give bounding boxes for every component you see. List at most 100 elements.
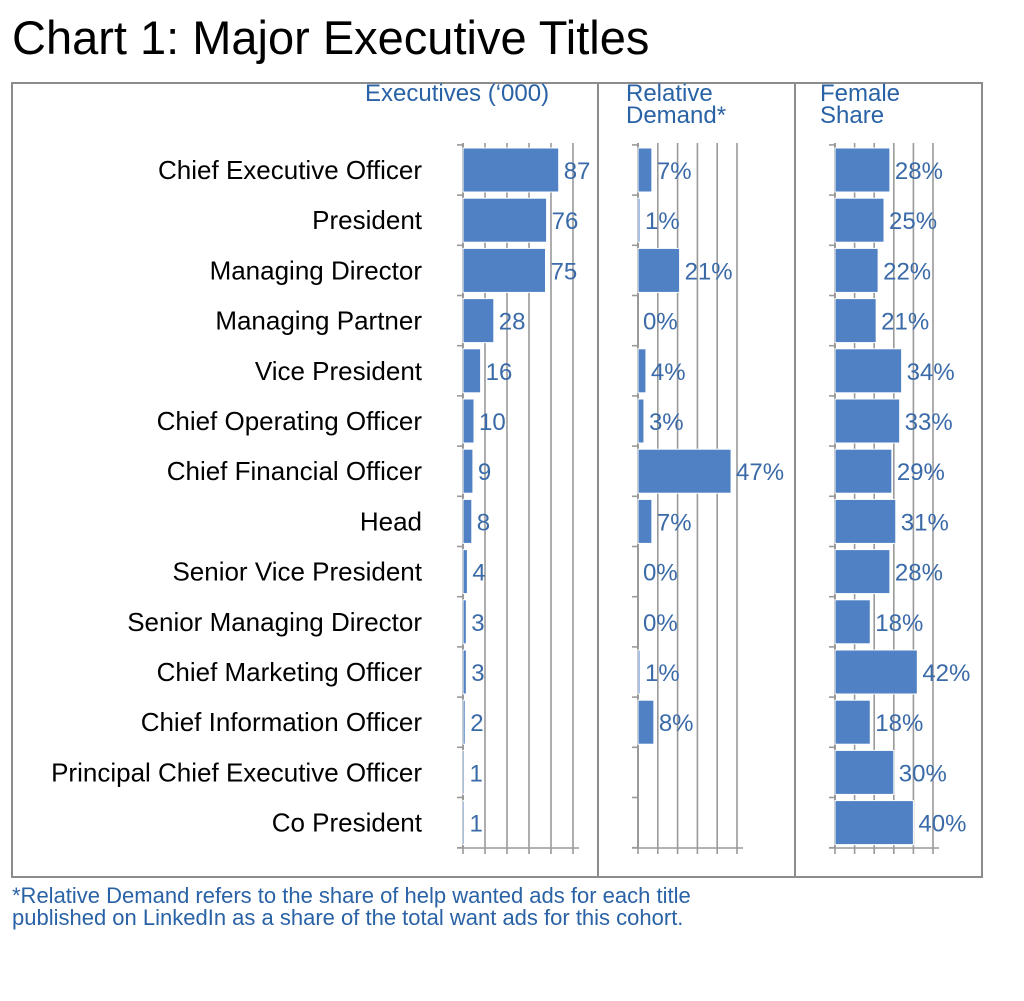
bar-panel-2 (637, 147, 653, 193)
value-label-panel-2: 4% (651, 359, 686, 386)
category-label: Managing Director (210, 255, 423, 285)
value-label-panel-2: 7% (657, 158, 692, 185)
bar-panel-3 (834, 298, 877, 344)
value-label-panel-3: 40% (918, 811, 966, 838)
category-label: Managing Partner (215, 306, 422, 336)
chart-frame (11, 82, 983, 878)
footnote: *Relative Demand refers to the share of … (12, 885, 691, 929)
bar-panel-3 (834, 448, 893, 494)
category-label: Chief Information Officer (141, 707, 423, 737)
bar-panel-1 (462, 800, 465, 846)
value-label-panel-3: 28% (895, 560, 943, 587)
category-label: Chief Operating Officer (157, 406, 423, 436)
value-label-panel-2: 8% (659, 710, 694, 737)
category-label: Chief Financial Officer (167, 456, 423, 486)
value-label-panel-2: 0% (643, 560, 678, 587)
footnote-line-1: *Relative Demand refers to the share of … (12, 883, 691, 908)
value-label-panel-2: 7% (657, 509, 692, 536)
bar-panel-2 (637, 699, 655, 745)
value-label-panel-1: 3 (471, 610, 484, 637)
bar-panel-3 (834, 348, 903, 394)
bars (462, 147, 918, 846)
value-label-panel-1: 76 (552, 208, 579, 235)
bar-panel-1 (462, 599, 467, 645)
bar-panel-1 (462, 398, 475, 444)
bar-panel-3 (834, 398, 901, 444)
value-label-panel-3: 28% (895, 158, 943, 185)
value-label-panel-3: 22% (883, 258, 931, 285)
bar-panel-3 (834, 147, 891, 193)
value-label-panel-3: 42% (922, 660, 970, 687)
bar-panel-2 (637, 247, 681, 293)
footnote-line-2: published on LinkedIn as a share of the … (12, 905, 684, 930)
bar-panel-1 (462, 348, 482, 394)
value-label-panel-3: 31% (901, 509, 949, 536)
bar-panel-1 (462, 298, 495, 344)
value-label-panel-3: 18% (875, 710, 923, 737)
category-label: President (312, 205, 423, 235)
bar-panel-2 (637, 649, 641, 695)
bar-panel-1 (462, 147, 560, 193)
panel-header-2-line-1: Relative (626, 80, 713, 107)
value-label-panel-1: 1 (470, 811, 483, 838)
value-label-panel-3: 21% (881, 309, 929, 336)
bar-panel-3 (834, 197, 885, 243)
bar-panel-3 (834, 498, 897, 544)
category-label: Chief Marketing Officer (157, 657, 423, 687)
value-label-panel-2: 47% (736, 459, 784, 486)
bar-panel-3 (834, 800, 914, 846)
category-label: Co President (272, 808, 423, 838)
category-label: Senior Managing Director (127, 607, 422, 637)
bar-panel-1 (462, 749, 465, 795)
category-label: Principal Chief Executive Officer (51, 757, 422, 787)
value-label-panel-1: 16 (486, 359, 513, 386)
bar-panel-3 (834, 599, 871, 645)
category-labels: Chief Executive Officer President Managing… (51, 155, 423, 838)
bar-panel-3 (834, 749, 895, 795)
value-label-panel-3: 25% (889, 208, 937, 235)
bar-panel-1 (462, 649, 467, 695)
panel-header-3-line-1: Female (820, 80, 900, 107)
value-label-panel-2: 0% (643, 610, 678, 637)
panel-header-3-line-2: Share (820, 102, 884, 129)
value-label-panel-1: 87 (564, 158, 591, 185)
bar-panel-1 (462, 197, 548, 243)
category-label: Vice President (255, 356, 423, 386)
panel-header-1-line-1: Executives (‘000) (365, 80, 549, 107)
frame-border (11, 82, 983, 878)
value-label-panel-2: 1% (645, 208, 680, 235)
bar-panel-1 (462, 549, 468, 595)
value-label-panel-2: 1% (645, 660, 680, 687)
category-label: Senior Vice President (172, 557, 422, 587)
value-label-panel-2: 21% (685, 258, 733, 285)
panel-header-2-line-2: Demand* (626, 102, 726, 129)
bar-panel-2 (637, 398, 645, 444)
value-label-panel-1: 4 (472, 560, 485, 587)
value-label-panel-1: 75 (551, 258, 578, 285)
value-label-panel-3: 18% (875, 610, 923, 637)
category-label: Chief Executive Officer (158, 155, 422, 185)
bar-panel-1 (462, 498, 473, 544)
value-labels: 877675281610984332117%1%21%0%4%3%47%7%0%… (470, 158, 971, 838)
bar-panel-2 (637, 448, 732, 494)
value-label-panel-3: 30% (899, 760, 947, 787)
bar-panel-2 (637, 197, 641, 243)
value-label-panel-1: 2 (470, 710, 483, 737)
bar-panel-1 (462, 247, 546, 293)
bar-panel-2 (637, 348, 647, 394)
bar-panel-2 (637, 498, 653, 544)
bar-panel-1 (462, 448, 474, 494)
value-label-panel-3: 29% (897, 459, 945, 486)
value-label-panel-1: 3 (471, 660, 484, 687)
value-label-panel-1: 8 (477, 509, 490, 536)
value-label-panel-2: 0% (643, 309, 678, 336)
value-label-panel-3: 34% (907, 359, 955, 386)
bar-panel-3 (834, 247, 879, 293)
bar-panel-3 (834, 649, 918, 695)
value-label-panel-1: 9 (478, 459, 491, 486)
value-label-panel-1: 10 (479, 409, 506, 436)
bar-panel-1 (462, 699, 466, 745)
value-label-panel-3: 33% (905, 409, 953, 436)
